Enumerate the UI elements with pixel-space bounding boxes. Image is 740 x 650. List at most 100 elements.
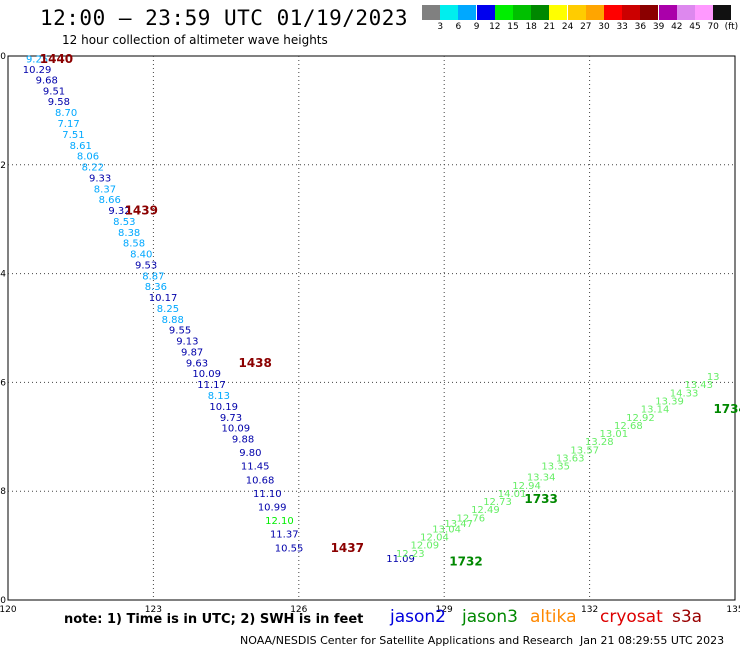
wave-height-value: 9.32 — [108, 206, 130, 217]
x-tick-label: 123 — [145, 605, 162, 615]
wave-height-value: 13.35 — [541, 462, 570, 473]
time-label: 1734 — [713, 402, 740, 416]
generation-timestamp: Jan 21 08:29:55 UTC 2023 — [580, 634, 725, 647]
wave-height-value: 9.25 — [26, 54, 48, 65]
wave-height-value: 8.61 — [70, 141, 92, 152]
satellite-name: jason2 — [390, 607, 446, 627]
wave-height-value: 7.51 — [62, 130, 84, 141]
wave-height-value: 9.73 — [220, 413, 242, 424]
legend-swatch — [604, 5, 622, 20]
legend-label: 27 — [580, 22, 592, 32]
time-label: 1733 — [524, 492, 557, 506]
wave-height-value: 12.94 — [512, 481, 541, 492]
legend-swatch — [695, 5, 713, 20]
wave-height-value: 10.17 — [149, 293, 178, 304]
x-tick-label: 120 — [0, 605, 17, 615]
legend-swatch — [658, 5, 677, 20]
wave-height-value: 12.76 — [457, 513, 486, 524]
wave-height-value: 11.10 — [253, 489, 282, 500]
wave-height-value: 13.63 — [556, 454, 585, 465]
wave-height-value: 12.09 — [410, 541, 439, 552]
legend-label: 45 — [689, 22, 701, 32]
wave-height-value: 14.01 — [498, 489, 527, 500]
wave-height-value: 8.37 — [94, 184, 116, 195]
legend-swatch — [440, 5, 459, 20]
wave-height-value: 13.47 — [444, 519, 473, 530]
y-tick-label: -58 — [0, 487, 6, 497]
wave-height-value: 11.09 — [386, 554, 415, 565]
legend-label: 36 — [634, 22, 647, 32]
wave-height-value: 8.13 — [208, 391, 230, 402]
legend-swatch — [622, 5, 641, 20]
wave-height-value: 13.28 — [585, 437, 614, 448]
wave-height-value: 10.29 — [23, 65, 52, 76]
wave-height-value: 10.68 — [246, 475, 275, 486]
time-label: 1438 — [238, 356, 271, 370]
wave-height-value: 11.45 — [241, 462, 270, 473]
legend-swatch — [494, 5, 513, 20]
legend-swatch — [513, 5, 531, 20]
legend-label: 70 — [707, 22, 719, 32]
wave-height-value: 13 — [707, 372, 720, 383]
wave-height-value: 8.70 — [55, 108, 77, 119]
legend-label: 42 — [671, 22, 683, 32]
satellite-name: cryosat — [600, 607, 663, 627]
wave-height-value: 10.09 — [221, 424, 250, 435]
wave-height-value: 13.43 — [684, 380, 713, 391]
legend-label: (ft) — [724, 22, 739, 32]
time-label: 1440 — [40, 52, 73, 66]
footer-credit: NOAA/NESDIS Center for Satellite Applica… — [240, 634, 574, 647]
wave-height-value: 7.17 — [57, 119, 79, 130]
x-tick-label: 132 — [581, 605, 598, 615]
legend-label: 39 — [652, 22, 665, 32]
y-tick-label: -54 — [0, 270, 6, 280]
wave-height-value: 9.88 — [232, 435, 254, 446]
wave-height-value: 11.17 — [197, 380, 226, 391]
wave-height-value: 8.53 — [113, 217, 135, 228]
legend-swatch — [640, 5, 659, 20]
wave-height-value: 11.37 — [270, 530, 299, 541]
y-tick-label: -56 — [0, 378, 6, 388]
y-tick-label: -50 — [0, 52, 6, 62]
satellite-name: altika — [530, 607, 577, 627]
wave-height-value: 8.40 — [130, 250, 152, 261]
wave-height-value: 9.87 — [181, 347, 203, 358]
wave-height-value: 13.57 — [570, 445, 599, 456]
wave-height-value: 9.58 — [48, 97, 70, 108]
legend-swatch — [713, 5, 732, 20]
time-label: 1437 — [331, 541, 364, 555]
legend-swatch — [567, 5, 586, 20]
legend-swatch — [585, 5, 604, 20]
legend-swatch — [422, 5, 440, 20]
wave-height-value: 12.92 — [626, 413, 655, 424]
wave-height-value: 9.53 — [135, 260, 157, 271]
legend-swatch — [458, 5, 477, 20]
wave-height-value: 8.25 — [157, 304, 179, 315]
wave-height-value: 10.09 — [192, 369, 221, 380]
wave-height-value: 9.51 — [43, 86, 65, 97]
page-subtitle: 12 hour collection of altimeter wave hei… — [62, 33, 328, 47]
wave-height-value: 9.68 — [36, 75, 58, 86]
legend-label: 18 — [525, 22, 537, 32]
legend-swatch — [531, 5, 550, 20]
legend-swatch — [549, 5, 568, 20]
wave-height-value: 14.33 — [670, 388, 699, 399]
wave-height-value: 12.49 — [471, 505, 500, 516]
legend-label: 3 — [437, 22, 444, 32]
wave-height-value: 13.39 — [655, 396, 684, 407]
wave-height-value: 9.33 — [89, 173, 111, 184]
satellite-name: jason3 — [462, 607, 518, 627]
legend-swatch — [676, 5, 695, 20]
wave-height-value: 13.01 — [600, 429, 629, 440]
y-tick-label: -52 — [0, 161, 6, 171]
wave-height-value: 8.87 — [142, 271, 164, 282]
legend-label: 24 — [561, 22, 574, 32]
time-label: 1732 — [449, 554, 482, 568]
legend-label: 6 — [455, 22, 462, 32]
wave-height-value: 12.68 — [614, 421, 643, 432]
x-tick-label: 126 — [290, 605, 307, 615]
legend-label: 15 — [507, 22, 519, 32]
wave-height-value: 8.06 — [77, 152, 99, 163]
y-tick-label: -60 — [0, 596, 6, 606]
